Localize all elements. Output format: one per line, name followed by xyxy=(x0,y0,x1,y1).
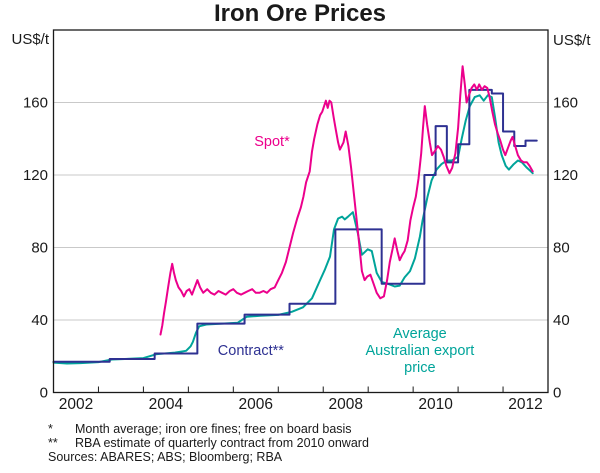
x-label-2012: 2012 xyxy=(508,396,542,413)
sources-line: Sources: ABARES; ABS; Bloomberg; RBA xyxy=(48,450,283,464)
footnote-2-text: RBA estimate of quarterly contract from … xyxy=(75,436,369,450)
annotation-average: Average Australian export price xyxy=(365,326,474,376)
y-tick-left-40: 40 xyxy=(31,312,48,329)
chart-title: Iron Ore Prices xyxy=(213,0,387,27)
footnotes: * Month average; iron ore fines; free on… xyxy=(48,422,568,464)
y-axis-unit-left: US$/t xyxy=(11,31,49,48)
y-axis-unit-right: US$/t xyxy=(553,32,591,49)
annotation-spot-: Spot* xyxy=(254,134,290,150)
x-label-2004: 2004 xyxy=(149,396,184,413)
footnote-2: ** RBA estimate of quarterly contract fr… xyxy=(48,436,568,450)
annotation-contract-: Contract** xyxy=(218,343,284,359)
y-tick-right-40: 40 xyxy=(553,312,570,329)
x-label-2010: 2010 xyxy=(418,396,453,413)
y-tick-left-120: 120 xyxy=(23,167,48,184)
y-tick-right-120: 120 xyxy=(553,167,578,184)
x-label-2008: 2008 xyxy=(328,396,362,413)
y-tick-left-80: 80 xyxy=(31,240,48,257)
series-spot-line xyxy=(159,65,534,336)
y-tick-left-0: 0 xyxy=(40,385,48,402)
y-tick-right-0: 0 xyxy=(553,385,561,402)
footnote-1-text: Month average; iron ore fines; free on b… xyxy=(75,422,352,436)
footnote-1-symbol: * xyxy=(48,422,53,436)
x-label-2006: 2006 xyxy=(239,396,273,413)
y-tick-left-160: 160 xyxy=(23,95,48,112)
series-contract-line xyxy=(52,88,538,363)
y-tick-right-80: 80 xyxy=(553,240,570,257)
y-tick-right-160: 160 xyxy=(553,95,578,112)
plot-frame xyxy=(52,29,549,394)
x-label-2002: 2002 xyxy=(59,396,93,413)
footnote-1: * Month average; iron ore fines; free on… xyxy=(48,422,568,436)
footnote-2-symbol: ** xyxy=(48,436,58,450)
